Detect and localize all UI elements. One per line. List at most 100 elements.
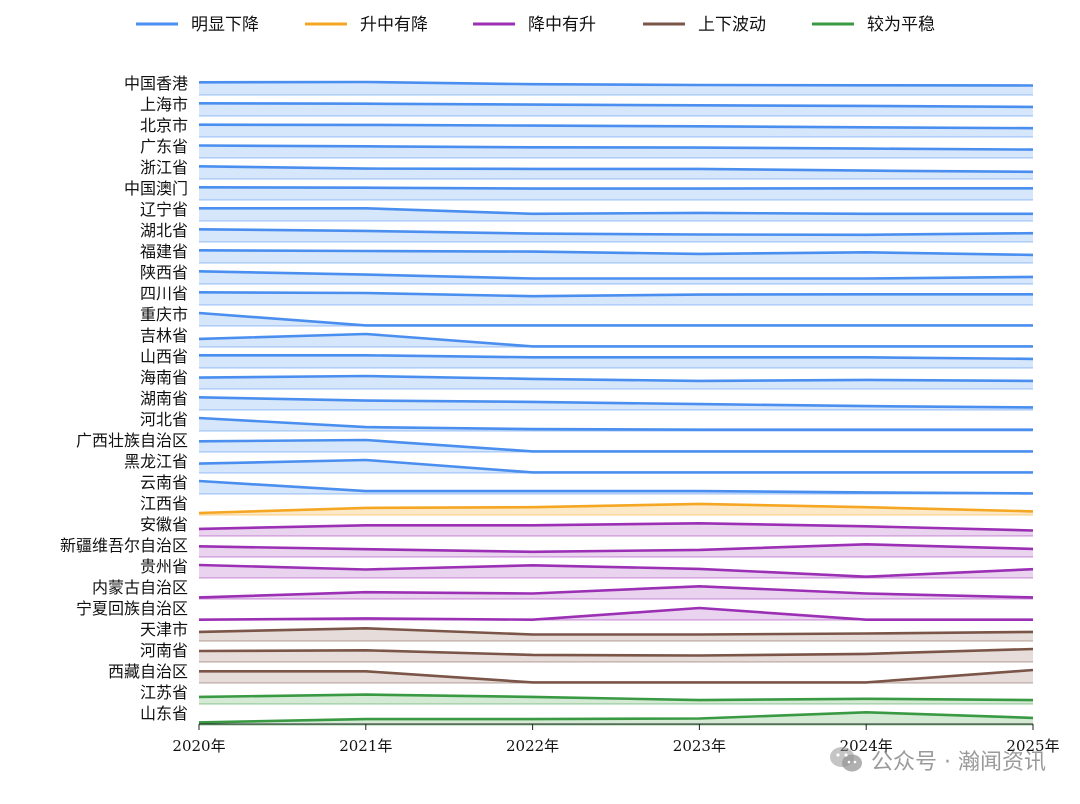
region-label: 天津市 bbox=[140, 620, 188, 639]
series-row bbox=[198, 228, 1034, 243]
series-line bbox=[198, 80, 1034, 87]
series-line bbox=[198, 438, 1033, 453]
series-line bbox=[198, 396, 1034, 409]
region-label: 四川省 bbox=[140, 284, 188, 303]
region-label: 北京市 bbox=[140, 116, 188, 135]
series-areas bbox=[198, 80, 1034, 726]
region-label: 吉林省 bbox=[140, 326, 188, 345]
series-line bbox=[198, 311, 1033, 327]
region-label: 重庆市 bbox=[140, 305, 188, 324]
series-row bbox=[198, 479, 1034, 495]
region-label: 江苏省 bbox=[140, 683, 188, 702]
series-line bbox=[198, 249, 1034, 257]
legend-label: 较为平稳 bbox=[867, 15, 935, 35]
x-tick-label: 2020年 bbox=[172, 737, 225, 755]
region-label: 山西省 bbox=[140, 347, 188, 366]
series-row bbox=[198, 438, 1033, 453]
region-label: 辽宁省 bbox=[140, 200, 188, 219]
series-area bbox=[199, 187, 1033, 200]
watermark-text: 公众号 · 瀚闻资讯 bbox=[871, 750, 1046, 775]
series-row bbox=[198, 186, 1033, 201]
series-row bbox=[198, 80, 1034, 96]
series-area bbox=[199, 313, 1033, 326]
series-row bbox=[198, 627, 1034, 642]
series-row bbox=[198, 374, 1034, 390]
series-line bbox=[198, 647, 1034, 657]
watermark: 公众号 · 瀚闻资讯 bbox=[829, 744, 1046, 776]
series-line bbox=[198, 291, 1033, 298]
series-row bbox=[198, 606, 1033, 621]
region-label: 西藏自治区 bbox=[108, 662, 188, 681]
region-label: 云南省 bbox=[140, 473, 188, 492]
legend-item: 明显下降 bbox=[136, 15, 259, 35]
series-row bbox=[198, 102, 1034, 117]
series-row bbox=[198, 249, 1034, 264]
series-row bbox=[198, 711, 1034, 726]
series-line bbox=[198, 144, 1034, 151]
region-label: 福建省 bbox=[140, 242, 188, 261]
region-label: 河北省 bbox=[140, 410, 188, 429]
x-tick-label: 2021年 bbox=[339, 737, 392, 755]
series-line bbox=[198, 123, 1034, 130]
series-row bbox=[198, 522, 1034, 537]
region-labels: 中国香港上海市北京市广东省浙江省中国澳门辽宁省湖北省福建省陕西省四川省重庆市吉林… bbox=[60, 74, 188, 723]
series-line bbox=[198, 416, 1033, 431]
region-label: 宁夏回族自治区 bbox=[76, 599, 188, 618]
series-row bbox=[199, 668, 1034, 684]
x-tick-label: 2022年 bbox=[506, 737, 559, 755]
series-line bbox=[198, 585, 1034, 599]
x-axis: 2020年 2021年 2022年 2023年 2024年 2025年 bbox=[172, 723, 1060, 755]
series-row bbox=[198, 458, 1033, 474]
region-label: 中国香港 bbox=[124, 74, 188, 93]
series-row bbox=[198, 144, 1034, 159]
region-label: 江西省 bbox=[140, 494, 188, 513]
series-row bbox=[198, 165, 1034, 180]
series-row bbox=[198, 332, 1033, 348]
series-row bbox=[198, 543, 1034, 558]
region-label: 山东省 bbox=[140, 704, 188, 723]
series-line bbox=[198, 627, 1034, 636]
legend-label: 上下波动 bbox=[698, 15, 766, 35]
region-label: 广西壮族自治区 bbox=[76, 431, 188, 450]
series-area bbox=[199, 712, 1033, 725]
region-label: 中国澳门 bbox=[124, 179, 188, 198]
region-label: 黑龙江省 bbox=[124, 452, 188, 471]
series-line bbox=[198, 522, 1034, 532]
series-line bbox=[198, 543, 1034, 554]
series-row bbox=[198, 585, 1034, 600]
series-line bbox=[198, 606, 1033, 621]
series-line bbox=[198, 102, 1034, 109]
region-label: 安徽省 bbox=[140, 515, 188, 534]
series-area bbox=[199, 586, 1033, 599]
series-row bbox=[198, 396, 1034, 411]
series-row bbox=[198, 291, 1033, 306]
legend-label: 升中有降 bbox=[360, 15, 428, 35]
series-line bbox=[198, 458, 1033, 474]
series-row bbox=[199, 354, 1034, 369]
series-line bbox=[198, 228, 1034, 237]
x-tick-label: 2024年 bbox=[840, 737, 893, 755]
region-label: 贵州省 bbox=[140, 557, 188, 576]
series-area bbox=[199, 565, 1033, 578]
region-label: 内蒙古自治区 bbox=[92, 578, 188, 597]
legend-label: 明显下降 bbox=[191, 15, 259, 35]
series-line bbox=[199, 354, 1034, 361]
region-label: 上海市 bbox=[140, 95, 188, 114]
legend-label: 降中有升 bbox=[528, 15, 596, 35]
legend-item: 升中有降 bbox=[305, 15, 428, 35]
region-label: 海南省 bbox=[140, 368, 188, 387]
series-row bbox=[199, 207, 1033, 222]
series-line bbox=[198, 693, 1034, 702]
region-label: 新疆维吾尔自治区 bbox=[60, 536, 188, 555]
legend-item: 上下波动 bbox=[643, 15, 766, 35]
series-area bbox=[199, 271, 1033, 284]
series-line bbox=[198, 711, 1034, 724]
series-line bbox=[198, 270, 1034, 280]
series-area bbox=[199, 544, 1033, 557]
series-line bbox=[199, 207, 1033, 216]
series-row bbox=[198, 123, 1034, 138]
series-row bbox=[198, 563, 1034, 579]
region-label: 湖南省 bbox=[140, 389, 188, 408]
legend-item: 降中有升 bbox=[473, 15, 596, 35]
series-line bbox=[198, 563, 1034, 578]
